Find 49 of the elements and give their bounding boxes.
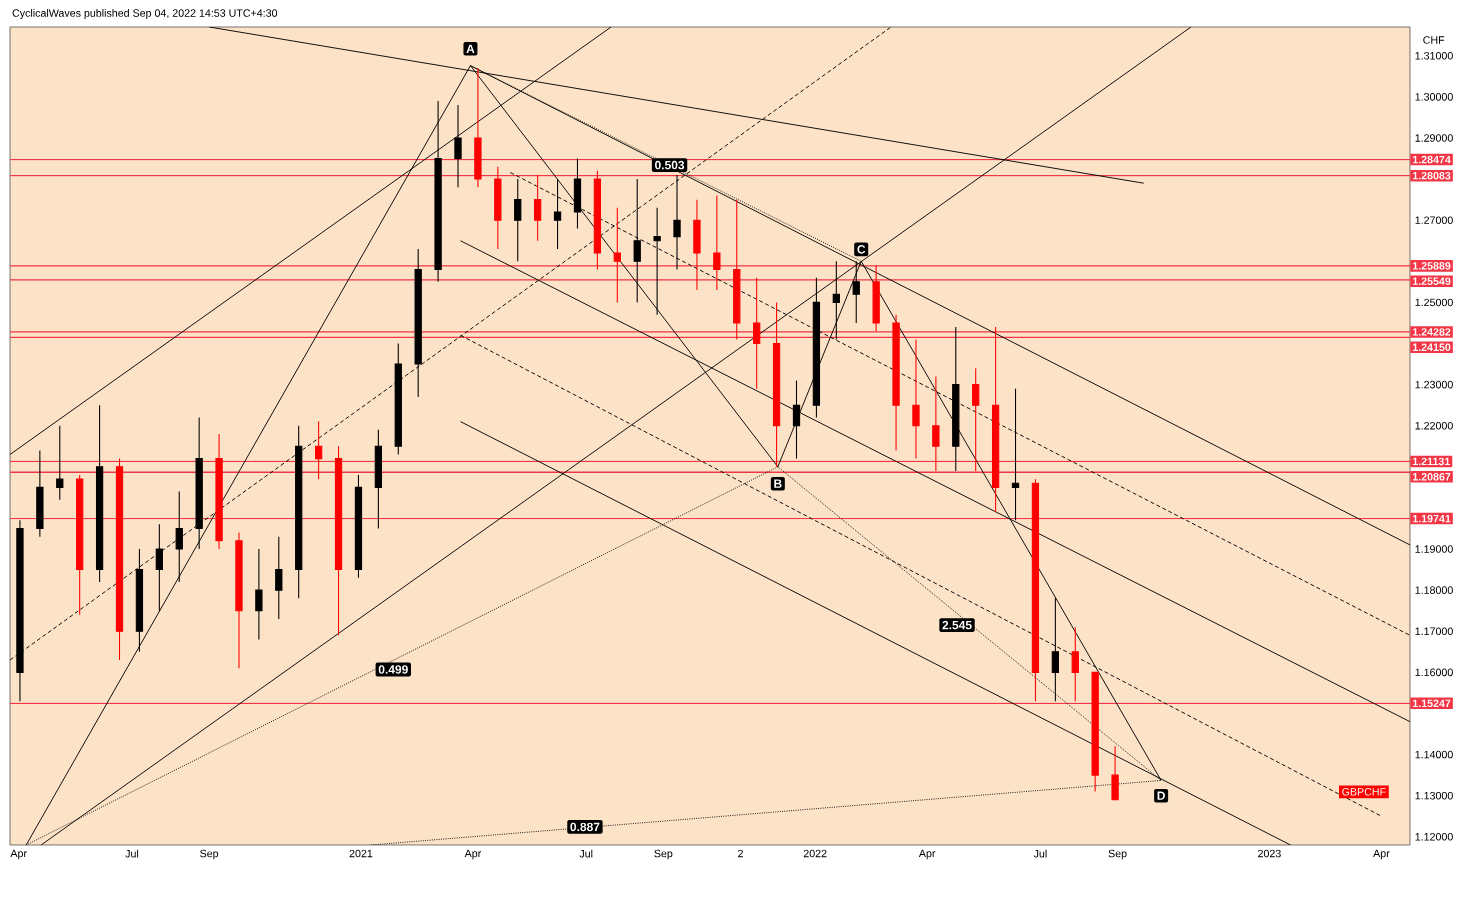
annotation: A <box>466 44 475 53</box>
y-tick-label: 1.25000 <box>1415 298 1453 307</box>
y-axis-title: CHF <box>1423 36 1445 44</box>
y-tick-label: 1.23000 <box>1415 380 1453 389</box>
annotation: GBPCHF <box>1342 788 1386 796</box>
ref-line-label: 1.15247 <box>1412 699 1451 708</box>
legend-label: 1.24150 <box>1412 343 1451 352</box>
ref-line-label: 1.20867 <box>1412 473 1451 481</box>
x-tick-label: Jul <box>125 849 139 858</box>
x-tick-label: 2023 <box>1258 849 1281 858</box>
x-tick-label: 2021 <box>349 849 373 858</box>
ref-line-label: 1.28474 <box>1412 155 1451 164</box>
annotation: 0.499 <box>378 665 408 674</box>
y-tick-label: 1.29000 <box>1415 134 1453 142</box>
x-tick-label: Apr <box>10 849 27 860</box>
y-tick-label: 1.22000 <box>1415 421 1453 430</box>
x-tick-label: Sep <box>654 849 673 860</box>
ref-line-label: 1.25889 <box>1412 262 1451 270</box>
y-tick-label: 1.13000 <box>1415 791 1453 800</box>
x-tick-label: Jul <box>1033 849 1047 858</box>
x-tick-label: 2 <box>738 849 743 858</box>
x-tick-label: Jul <box>579 849 593 858</box>
y-tick-label: 1.12000 <box>1415 833 1453 841</box>
y-tick-label: 1.14000 <box>1415 750 1453 759</box>
y-tick-label: 1.31000 <box>1415 51 1453 60</box>
annotation: C <box>857 245 866 254</box>
y-tick-label: 1.30000 <box>1415 93 1453 101</box>
x-tick-label: Apr <box>464 849 482 860</box>
x-tick-label: Apr <box>918 849 936 860</box>
y-tick-label: 1.16000 <box>1415 668 1453 677</box>
ref-line-label: 1.28083 <box>1412 171 1451 180</box>
annotation: D <box>1157 791 1165 800</box>
x-tick-label: Apr <box>1373 849 1390 860</box>
y-tick-label: 1.19000 <box>1415 545 1453 553</box>
y-tick-label: 1.27000 <box>1415 216 1453 224</box>
annotation: 0.887 <box>570 822 600 832</box>
annotation: 2.545 <box>942 620 972 630</box>
x-tick-label: 2022 <box>803 849 827 858</box>
chart-title: CyclicalWaves published Sep 04, 2022 14:53 UTC+4:30 <box>12 9 278 19</box>
y-tick-label: 1.18000 <box>1415 586 1453 594</box>
annotation: B <box>774 479 782 488</box>
ref-line-label: 1.19741 <box>1412 514 1451 523</box>
ref-line-label: 1.21131 <box>1412 457 1450 466</box>
x-tick-label: Sep <box>200 849 219 860</box>
ref-line-label: 1.24282 <box>1412 328 1451 336</box>
y-tick-label: 1.17000 <box>1415 627 1453 636</box>
annotation: 0.503 <box>655 160 685 170</box>
x-tick-label: Sep <box>1108 849 1127 860</box>
ref-line-label: 1.25549 <box>1412 277 1451 285</box>
